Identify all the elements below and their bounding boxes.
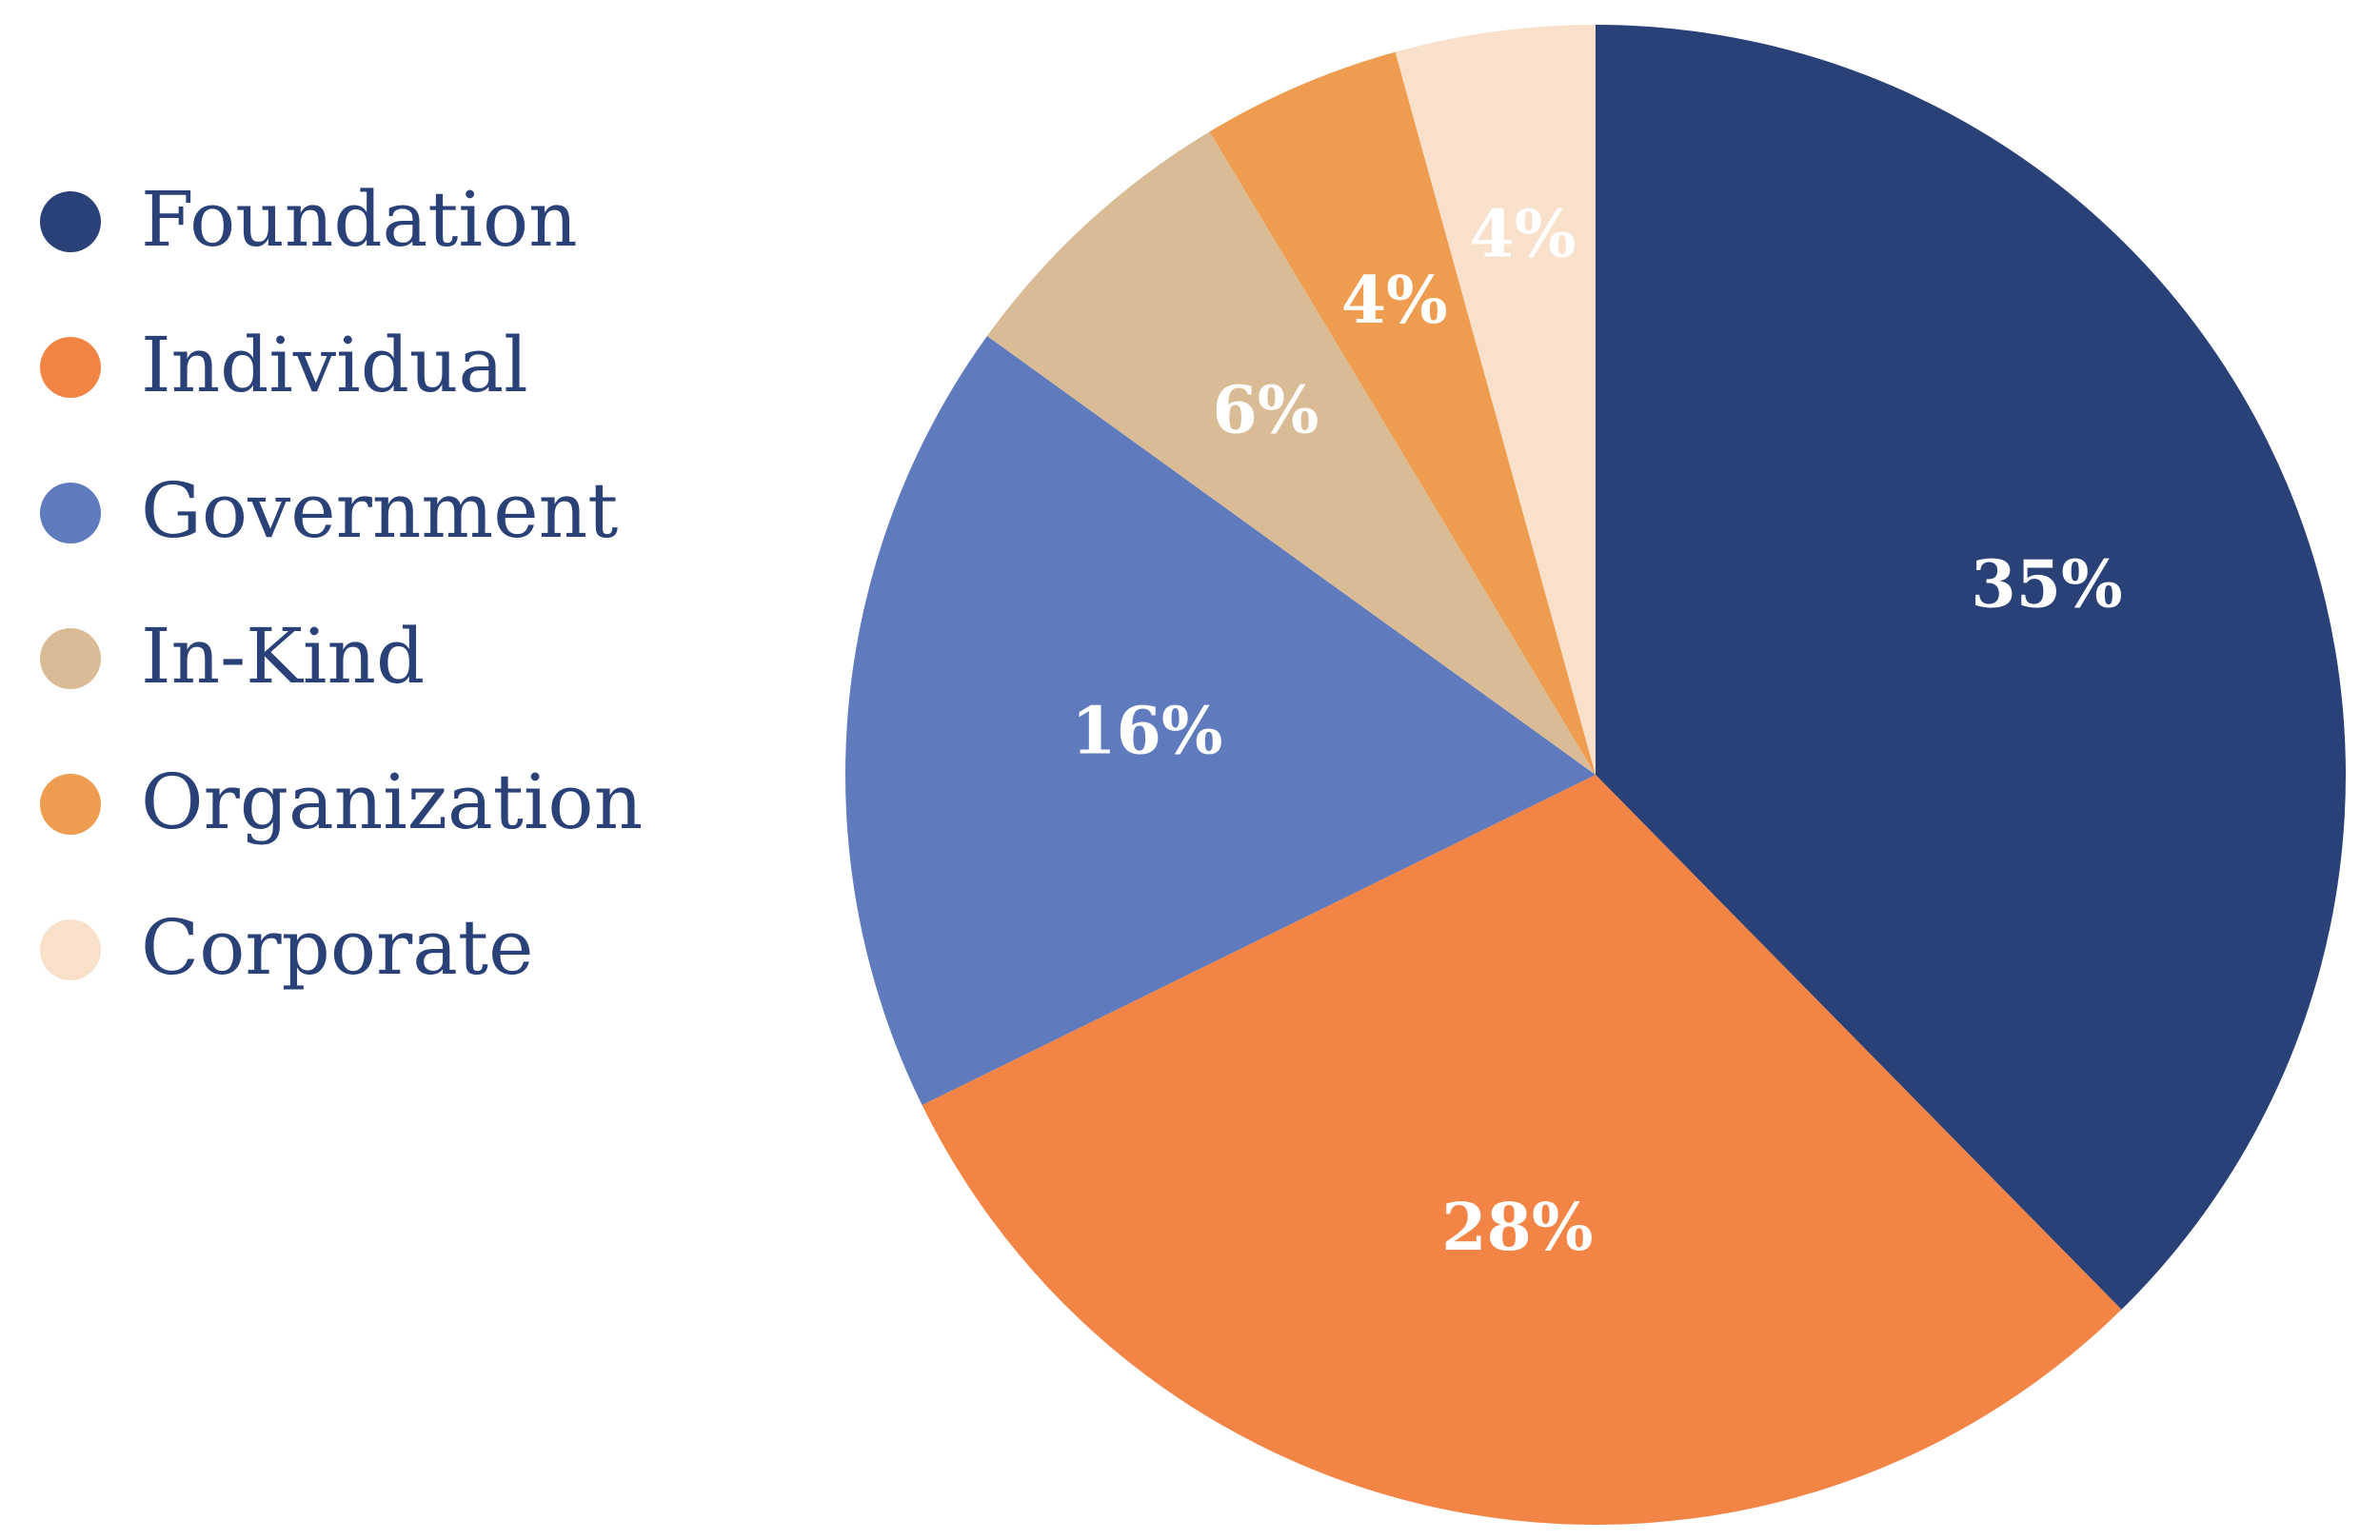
- legend-swatch-individual: [40, 337, 101, 398]
- legend: Foundation Individual Government In-Kind Org…: [40, 175, 643, 992]
- legend-item-foundation: Foundation: [40, 175, 578, 264]
- legend-swatch-government: [40, 483, 101, 543]
- legend-label-individual: Individual: [141, 321, 528, 409]
- legend-label-organization: Organization: [141, 758, 643, 846]
- pie-slice-individual: [922, 775, 2122, 1525]
- slice-label-in-kind: 6%: [1212, 372, 1319, 448]
- slice-label-corporate: 4%: [1470, 196, 1577, 272]
- legend-label-in-kind: In-Kind: [141, 612, 425, 701]
- legend-item-government: Government: [40, 466, 618, 555]
- slice-label-foundation: 35%: [1971, 546, 2122, 622]
- pie-slice-foundation: [1596, 25, 2346, 1310]
- pie-slice-government: [845, 335, 1596, 1106]
- legend-swatch-foundation: [40, 191, 101, 252]
- legend-item-in-kind: In-Kind: [40, 612, 425, 701]
- pie-slice-in-kind: [986, 131, 1596, 775]
- pie-slice-organization: [1209, 51, 1596, 775]
- legend-label-corporate: Corporate: [141, 903, 533, 992]
- slice-label-individual: 28%: [1441, 1190, 1593, 1266]
- slice-label-organization: 4%: [1341, 263, 1448, 339]
- legend-label-government: Government: [141, 466, 618, 555]
- legend-swatch-corporate: [40, 919, 101, 980]
- slice-label-government: 16%: [1071, 694, 1222, 770]
- slices-layer: [845, 25, 2346, 1525]
- legend-label-foundation: Foundation: [141, 175, 578, 264]
- legend-item-organization: Organization: [40, 758, 643, 846]
- legend-item-corporate: Corporate: [40, 903, 533, 992]
- legend-item-individual: Individual: [40, 321, 528, 409]
- legend-swatch-in-kind: [40, 628, 101, 689]
- legend-swatch-organization: [40, 774, 101, 835]
- pie-slice-corporate: [1395, 25, 1596, 775]
- labels-layer: 35% 28% 16% 6% 4% 4%: [1071, 196, 2122, 1266]
